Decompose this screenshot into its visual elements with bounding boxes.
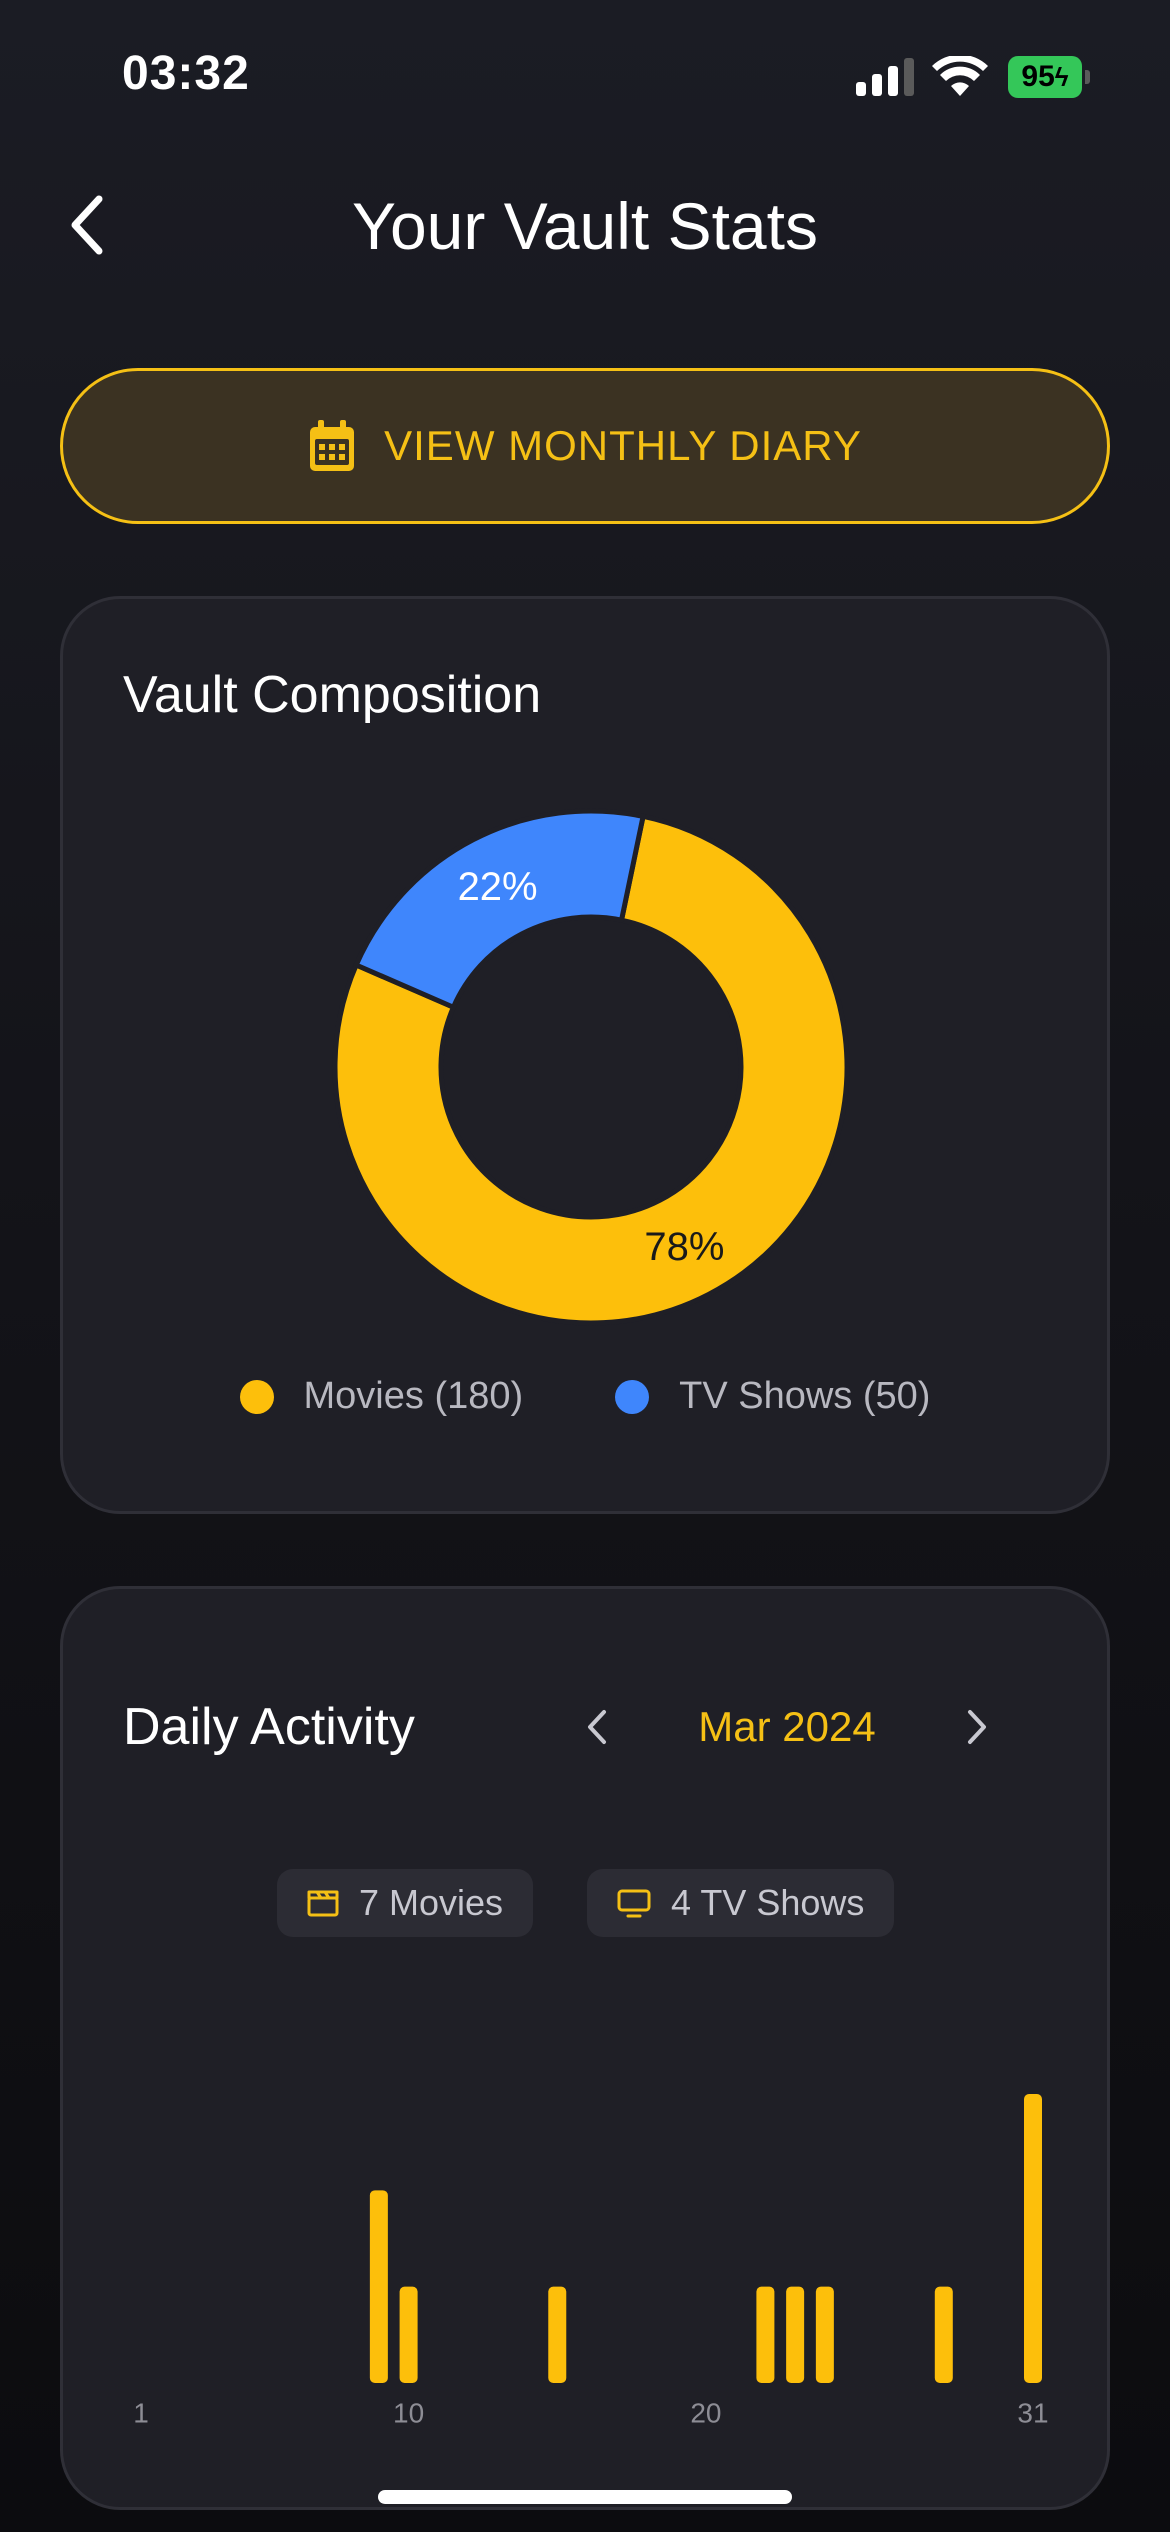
vault-composition-card: Vault Composition 78% 22% Movies (180) TV…	[60, 596, 1110, 1514]
activity-bar-day-15	[548, 2286, 567, 2383]
x-tick-label-20: 20	[690, 2398, 721, 2429]
calendar-icon	[310, 420, 355, 471]
x-tick-label-10: 10	[393, 2398, 424, 2429]
donut-label-tv-shows: 22%	[458, 865, 538, 909]
activity-bar-day-23	[786, 2286, 805, 2383]
chevron-right-icon	[968, 1710, 986, 1744]
status-bar: 03:32 95 ϟ	[0, 0, 1170, 150]
movies-count-pill: 7 Movies	[277, 1869, 534, 1937]
page-title: Your Vault Stats	[352, 189, 818, 263]
tv-shows-count-label: 4 TV Shows	[671, 1882, 865, 1923]
activity-bar-day-24	[815, 2286, 834, 2383]
activity-title: Daily Activity	[123, 1698, 415, 1756]
cellular-signal-icon	[856, 58, 916, 96]
wifi-icon	[932, 56, 988, 96]
chevron-left-icon	[588, 1710, 606, 1744]
daily-activity-card: Daily Activity Mar 2024 7 Movies 4 TV Sh…	[60, 1586, 1110, 2510]
tv-icon	[617, 1889, 651, 1918]
daily-activity-bar-chart: 1 10 20 31	[133, 2094, 1049, 2429]
current-month-label: Mar 2024	[698, 1703, 876, 1750]
previous-month-button[interactable]	[569, 1699, 625, 1755]
home-indicator	[378, 2490, 792, 2504]
legend-dot-tv-shows	[615, 1379, 650, 1414]
battery-level: 95	[1021, 60, 1055, 93]
x-tick-label-31: 31	[1017, 2398, 1048, 2429]
donut-label-movies: 78%	[644, 1225, 724, 1269]
legend-dot-movies	[239, 1379, 274, 1414]
tv-shows-count-pill: 4 TV Shows	[587, 1869, 895, 1937]
movies-count-label: 7 Movies	[359, 1882, 504, 1923]
activity-bar-day-22	[756, 2286, 775, 2383]
header: Your Vault Stats	[0, 160, 1170, 290]
legend-item-tv-shows: TV Shows (50)	[615, 1375, 930, 1418]
activity-bar-day-10	[399, 2286, 418, 2383]
activity-bar-day-31	[1024, 2094, 1042, 2383]
composition-donut-chart: 78% 22%	[332, 808, 850, 1326]
view-monthly-diary-button[interactable]: VIEW MONTHLY DIARY	[60, 368, 1110, 524]
chevron-left-icon	[71, 195, 103, 255]
activity-bar-day-28	[934, 2286, 953, 2383]
legend-item-movies: Movies (180)	[239, 1375, 524, 1418]
back-button[interactable]	[52, 190, 122, 260]
clapperboard-icon	[307, 1890, 339, 1917]
activity-bar-day-9	[369, 2190, 388, 2383]
donut-slice-movies	[332, 813, 850, 1326]
legend-label-tv-shows: TV Shows (50)	[679, 1375, 931, 1417]
composition-legend: Movies (180) TV Shows (50)	[63, 1375, 1107, 1418]
battery-icon: 95 ϟ	[1008, 56, 1090, 98]
status-time: 03:32	[122, 47, 250, 100]
diary-button-label: VIEW MONTHLY DIARY	[384, 422, 862, 469]
next-month-button[interactable]	[949, 1699, 1005, 1755]
composition-title: Vault Composition	[123, 666, 542, 724]
donut-slice-tv-shows	[352, 808, 647, 1011]
legend-label-movies: Movies (180)	[303, 1375, 524, 1417]
x-tick-label-1: 1	[133, 2398, 149, 2429]
